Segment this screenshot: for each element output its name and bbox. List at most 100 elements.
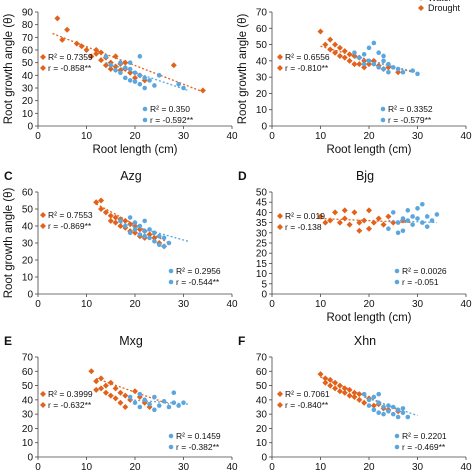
drought-point [151, 234, 158, 241]
water-stat-marker [168, 433, 174, 439]
water-trendline [105, 62, 189, 92]
r-squared-label: R² = 0.7553 [48, 210, 93, 220]
water-point [147, 401, 152, 407]
x-axis-title: Root length (cm) [326, 144, 411, 156]
y-tick-label: 70 [22, 33, 34, 44]
water-point [405, 208, 411, 213]
water-point [137, 391, 143, 397]
water-point [156, 73, 162, 78]
y-tick-label: 40 [22, 71, 34, 82]
drought-series [93, 197, 170, 250]
drought-point [341, 54, 348, 61]
y-tick-label: 10 [256, 105, 268, 116]
y-tick-label: 5 [261, 279, 267, 290]
water-point [400, 228, 406, 234]
correlation-label: r = -0.382** [176, 442, 220, 452]
correlation-label: r = -0.810** [285, 63, 329, 73]
y-tick-label: 60 [22, 367, 34, 378]
y-tick-label: 0 [261, 122, 267, 133]
drought-point [122, 392, 129, 399]
water-point [381, 53, 386, 59]
water-point [395, 230, 401, 236]
y-tick-label: 60 [256, 367, 268, 378]
water-point [103, 54, 109, 59]
water-point [152, 83, 157, 88]
drought-point [102, 389, 109, 396]
y-tick-label: 40 [22, 395, 34, 406]
water-point [400, 216, 406, 221]
water-point [137, 232, 143, 237]
water-point [381, 58, 386, 64]
drought-point [107, 212, 114, 219]
water-point [127, 230, 133, 236]
legend-water-label: Water [428, 0, 452, 3]
drought-point [351, 209, 358, 216]
water-point [420, 201, 425, 207]
water-point [152, 394, 157, 400]
drought-point [317, 28, 324, 35]
drought-point [117, 389, 124, 396]
y-axis-title: Root growth angle (θ) [3, 14, 15, 125]
drought-point [351, 61, 358, 68]
water-point [147, 235, 152, 241]
drought-point [327, 382, 334, 389]
drought-point [122, 217, 129, 224]
drought-point [332, 209, 339, 216]
y-tick-label: 90 [22, 8, 34, 19]
x-tick-label: 40 [226, 299, 238, 310]
panel-letter: D [238, 169, 247, 183]
y-tick-label: 60 [22, 46, 34, 57]
water-point [142, 85, 147, 91]
drought-point [356, 396, 363, 403]
water-point [166, 240, 172, 246]
drought-point [107, 66, 114, 72]
water-stat-marker [142, 106, 148, 112]
water-point [386, 226, 391, 232]
water-point [147, 227, 152, 232]
x-tick-label: 10 [81, 462, 93, 473]
correlation-label: r = -0.869** [48, 221, 92, 231]
x-tick-label: 10 [315, 462, 327, 473]
water-point [410, 222, 415, 227]
water-point [376, 400, 382, 406]
x-tick-label: 30 [412, 299, 424, 310]
x-tick-label: 20 [129, 299, 141, 310]
y-tick-label: 45 [256, 198, 268, 209]
y-tick-label: 20 [256, 249, 268, 260]
water-point [376, 50, 382, 56]
water-point [127, 60, 133, 65]
water-point [118, 218, 123, 224]
y-tick-label: 40 [256, 208, 268, 219]
x-tick-label: 0 [35, 131, 41, 142]
drought-series [88, 368, 170, 410]
y-tick-label: 30 [256, 410, 268, 421]
water-point [152, 407, 157, 413]
water-point [132, 400, 138, 406]
water-stat-marker [394, 433, 400, 439]
correlation-label: r = -0.051 [402, 277, 439, 287]
water-point [161, 244, 167, 249]
drought-stat-marker [40, 402, 46, 408]
water-point [376, 410, 382, 416]
drought-stat-marker [277, 213, 283, 219]
water-point [420, 220, 425, 225]
water-point [137, 404, 143, 410]
y-axis-title: Root growth angle (θ) [3, 188, 15, 299]
water-point [415, 216, 420, 221]
water-point [142, 218, 147, 224]
drought-trendline [95, 203, 170, 244]
y-tick-label: 10 [256, 438, 268, 449]
y-tick-label: 60 [256, 24, 268, 35]
drought-point [341, 48, 348, 55]
x-tick-label: 0 [35, 299, 41, 310]
drought-point [346, 392, 353, 399]
water-point [371, 40, 377, 46]
water-point [361, 61, 367, 67]
water-point [142, 228, 147, 234]
y-tick-label: 0 [261, 453, 267, 464]
r-squared-label: R² = 0.7359 [48, 52, 93, 62]
water-trendline [388, 219, 437, 224]
drought-stat-marker [40, 391, 46, 397]
drought-point [346, 57, 353, 64]
